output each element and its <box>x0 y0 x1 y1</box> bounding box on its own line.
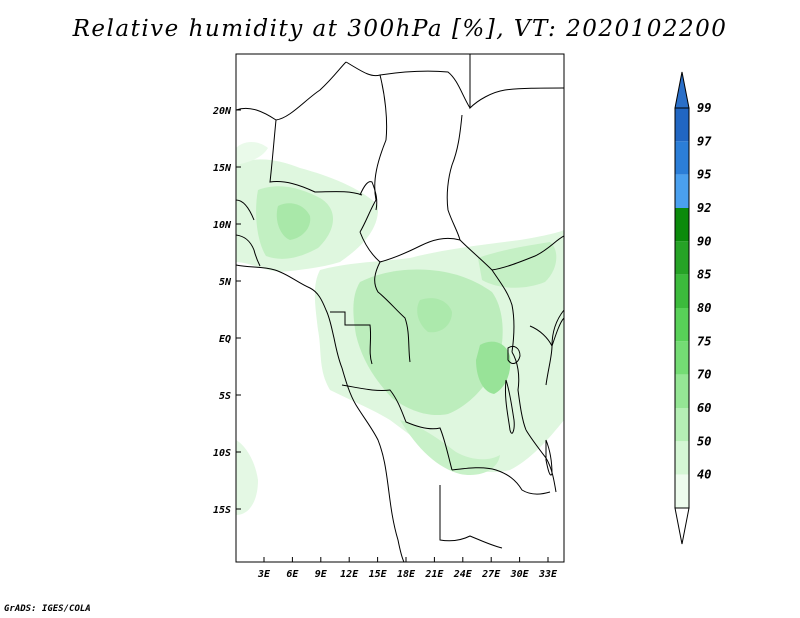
colorbar-swatch <box>675 374 689 408</box>
border-18 <box>236 199 255 221</box>
map-title: Relative humidity at 300hPa [%], VT: 202… <box>72 16 728 42</box>
lon-tick-label: 6E <box>286 569 299 580</box>
humidity-core-cameroon <box>276 203 311 240</box>
colorbar-top-arrow <box>674 71 690 109</box>
colorbar-swatch <box>675 174 689 208</box>
colorbar-level-label: 90 <box>697 234 711 248</box>
colorbar-level-label: 99 <box>697 101 711 115</box>
lat-tick-label: 15N <box>213 163 232 174</box>
lat-tick-label: EQ <box>219 334 231 345</box>
border-13 <box>451 467 551 495</box>
colorbar-level-label: 40 <box>697 468 711 482</box>
colorbar-level-label: 75 <box>697 334 711 348</box>
colorbar-swatch <box>675 241 689 275</box>
lon-tick-label: 24E <box>453 569 473 580</box>
lon-tick-label: 3E <box>257 569 271 580</box>
border-12 <box>341 384 453 471</box>
colorbar-level-label: 85 <box>697 268 711 282</box>
lat-tick-label: 20N <box>212 106 232 117</box>
colorbar-swatch <box>675 308 689 342</box>
lon-tick-label: 21E <box>424 569 444 580</box>
colorbar-swatch <box>675 341 689 375</box>
border-5 <box>269 119 363 196</box>
lon-tick-label: 27E <box>481 569 501 580</box>
latitude-tick-labels: 20N 15N 10N 5N EQ 5S 10S 15S <box>212 106 241 516</box>
humidity-field <box>236 142 564 515</box>
border-6 <box>446 114 463 241</box>
colorbar-level-label: 97 <box>697 134 712 148</box>
humidity-region-south-congo <box>400 420 500 476</box>
lon-tick-label: 9E <box>315 569 328 580</box>
border-10 <box>491 269 515 353</box>
lat-tick-label: 10N <box>213 220 232 231</box>
border-4 <box>359 74 388 233</box>
colorbar-level-label: 70 <box>697 368 711 382</box>
colorbar-swatch <box>675 408 689 442</box>
lat-tick-label: 5N <box>219 277 232 288</box>
border-17 <box>236 234 261 267</box>
lon-tick-label: 18E <box>397 569 416 580</box>
lake-tanganyika <box>505 379 515 434</box>
lon-tick-label: 12E <box>340 569 359 580</box>
border-15 <box>511 351 527 431</box>
colorbar-level-label: 80 <box>697 301 711 315</box>
border-19 <box>359 181 378 211</box>
colorbar: 99 97 95 92 90 85 80 75 70 60 50 40 <box>674 71 712 545</box>
colorbar-swatch <box>675 141 689 175</box>
colorbar-level-label: 95 <box>697 168 711 182</box>
colorbar-level-label: 92 <box>697 201 711 215</box>
lon-tick-label: 30E <box>510 569 530 580</box>
colorbar-swatch <box>675 108 689 142</box>
country-borders <box>236 54 564 562</box>
border-11 <box>330 311 373 365</box>
lon-tick-label: 33E <box>538 569 558 580</box>
colorbar-swatch <box>675 208 689 242</box>
credit-text: GrADS: IGES/COLA <box>4 604 91 614</box>
humidity-core-lake-victoria <box>476 341 511 394</box>
border-14 <box>439 485 503 549</box>
humidity-core-congo-basin <box>417 298 452 333</box>
colorbar-swatch <box>675 441 689 475</box>
lat-tick-label: 10S <box>213 448 231 459</box>
lat-tick-label: 15S <box>213 505 231 516</box>
border-3 <box>469 54 564 110</box>
longitude-tick-labels: 3E 6E 9E 12E 15E 18E 21E 24E 27E 30E 33E <box>257 557 558 580</box>
colorbar-level-label: 60 <box>697 401 711 415</box>
map-frame <box>235 53 565 563</box>
border-20 <box>529 317 564 348</box>
lake-victoria <box>507 345 521 364</box>
coastline <box>236 264 405 562</box>
colorbar-swatch <box>675 274 689 308</box>
lat-tick-label: 5S <box>219 391 231 402</box>
humidity-region-east <box>478 242 557 288</box>
border-9 <box>374 261 411 363</box>
humidity-region-west-coast-strip <box>236 142 268 165</box>
border-8 <box>491 235 564 271</box>
border-1 <box>236 61 347 121</box>
lake-malawi <box>545 439 553 476</box>
colorbar-swatch <box>675 474 689 508</box>
humidity-region-central <box>353 269 503 416</box>
lon-tick-label: 15E <box>369 569 388 580</box>
colorbar-bottom-arrow <box>674 507 690 545</box>
border-7 <box>359 231 493 271</box>
border-2 <box>345 61 471 109</box>
colorbar-level-label: 50 <box>697 434 711 448</box>
humidity-region-southwest <box>236 440 258 515</box>
